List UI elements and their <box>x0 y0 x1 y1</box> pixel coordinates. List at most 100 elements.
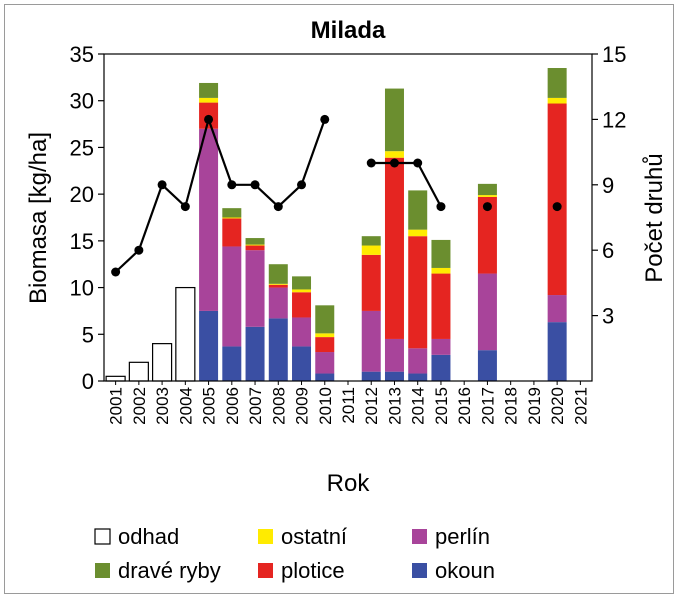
x-tick-label: 2001 <box>107 387 126 425</box>
x-tick-label: 2007 <box>246 387 265 425</box>
x-tick-label: 2013 <box>385 387 404 425</box>
legend-swatch-okoun <box>412 563 427 578</box>
x-tick-label: 2018 <box>502 387 521 425</box>
species-line-layer <box>111 114 562 277</box>
x-tick-label: 2016 <box>455 387 474 425</box>
bar-odhad-2004 <box>175 286 196 382</box>
species-point-2014 <box>413 158 423 168</box>
bar-plotice-2007 <box>245 245 265 251</box>
bar-plotice-2014 <box>408 236 428 349</box>
bar-ostatní-2010 <box>315 333 335 338</box>
species-point-2008 <box>273 202 283 212</box>
x-tick-label: 2008 <box>269 387 288 425</box>
species-point-2002 <box>134 245 144 255</box>
left-axis: 0 5 10 15 20 25 30 35 <box>70 42 104 394</box>
bar-okoun-2008 <box>268 318 288 381</box>
bar-dravé-ryby-2020 <box>547 68 567 98</box>
bar-ostatní-2014 <box>408 229 428 237</box>
bar-dravé-ryby-2017 <box>477 183 497 196</box>
bar-plotice-2006 <box>222 218 242 247</box>
bar-plotice-2013 <box>384 157 404 339</box>
x-tick-label: 2011 <box>339 387 358 424</box>
bar-plotice-2017 <box>477 196 497 274</box>
bar-plotice-2015 <box>431 273 451 339</box>
bars-layer <box>105 68 567 382</box>
bar-perlín-2013 <box>384 338 404 372</box>
bar-perlín-2012 <box>361 310 381 372</box>
species-point-2013 <box>389 158 399 168</box>
legend: odhad ostatní perlín dravé ryby plotice okoun <box>94 524 495 583</box>
legend-label-odhad: odhad <box>118 524 179 549</box>
legend-swatch-ostatní <box>258 529 273 544</box>
x-tick-label: 2014 <box>409 387 428 425</box>
bar-perlín-2017 <box>477 273 497 351</box>
bar-dravé-ryby-2007 <box>245 238 265 245</box>
species-point-2001 <box>111 267 121 277</box>
x-tick-label: 2004 <box>176 387 195 425</box>
species-line-segment <box>277 183 303 208</box>
bar-ostatní-2006 <box>222 217 242 219</box>
bar-perlín-2014 <box>408 348 428 374</box>
bar-perlín-2009 <box>292 317 312 347</box>
bar-okoun-2009 <box>292 346 312 381</box>
bar-okoun-2005 <box>199 310 219 381</box>
legend-label-perlín: perlín <box>435 524 490 549</box>
x-tick-label: 2003 <box>153 387 172 425</box>
bar-okoun-2020 <box>547 322 567 381</box>
bar-perlín-2010 <box>315 352 335 374</box>
x-axis-label: Rok <box>327 470 371 497</box>
species-line-segment <box>254 183 280 208</box>
bar-ostatní-2017 <box>477 195 497 197</box>
bar-okoun-2006 <box>222 346 242 381</box>
bar-dravé-ryby-2015 <box>431 239 451 268</box>
bar-okoun-2013 <box>384 371 404 381</box>
right-axis: 3 6 9 12 15 <box>592 42 626 329</box>
legend-swatch-plotice <box>258 563 273 578</box>
bar-odhad-2002 <box>128 361 149 382</box>
species-point-2015 <box>436 202 446 212</box>
bar-okoun-2015 <box>431 354 451 381</box>
bar-ostatní-2020 <box>547 97 567 104</box>
x-tick-label: 2019 <box>525 387 544 425</box>
legend-swatch-dravé-ryby <box>95 563 110 578</box>
bar-okoun-2017 <box>477 350 497 381</box>
bar-odhad-2001 <box>105 375 126 382</box>
bar-ostatní-2009 <box>292 289 312 293</box>
bar-ostatní-2008 <box>268 283 288 285</box>
species-point-2009 <box>297 180 307 190</box>
bar-plotice-2020 <box>547 103 567 296</box>
bar-dravé-ryby-2006 <box>222 208 242 218</box>
bar-okoun-2014 <box>408 373 428 381</box>
species-point-2007 <box>250 180 260 190</box>
y-tick-label: 30 <box>70 89 94 114</box>
species-point-2010 <box>320 114 330 124</box>
bar-dravé-ryby-2012 <box>361 236 381 246</box>
bar-okoun-2007 <box>245 326 265 381</box>
species-point-2020 <box>552 202 562 212</box>
y2-tick-label: 12 <box>602 107 626 132</box>
species-point-2005 <box>204 114 214 124</box>
y-tick-label: 0 <box>82 369 94 394</box>
bar-dravé-ryby-2008 <box>268 264 288 284</box>
y-tick-label: 25 <box>70 135 94 160</box>
bar-plotice-2009 <box>292 292 312 318</box>
bar-perlín-2007 <box>245 250 265 327</box>
bar-plotice-2012 <box>361 254 381 311</box>
bar-perlín-2005 <box>199 128 219 311</box>
species-point-2004 <box>180 202 190 212</box>
x-tick-label: 2002 <box>130 387 149 425</box>
bar-dravé-ryby-2009 <box>292 276 312 290</box>
species-point-2006 <box>227 180 237 190</box>
chart-title: Milada <box>311 17 386 44</box>
bar-perlín-2020 <box>547 295 567 323</box>
x-axis: 2001 2002 2003 2004 2005 2006 2007 2008 2009 2010… <box>107 381 590 425</box>
y2-tick-label: 15 <box>602 42 626 67</box>
bar-dravé-ryby-2010 <box>315 305 335 334</box>
x-tick-label: 2015 <box>432 387 451 425</box>
y-tick-label: 15 <box>70 229 94 254</box>
bar-odhad-2003 <box>151 343 173 382</box>
y-axis-label: Biomasa [kg/ha] <box>25 132 52 304</box>
y-tick-label: 35 <box>70 42 94 67</box>
y-tick-label: 5 <box>82 322 94 347</box>
x-tick-label: 2010 <box>316 387 335 425</box>
